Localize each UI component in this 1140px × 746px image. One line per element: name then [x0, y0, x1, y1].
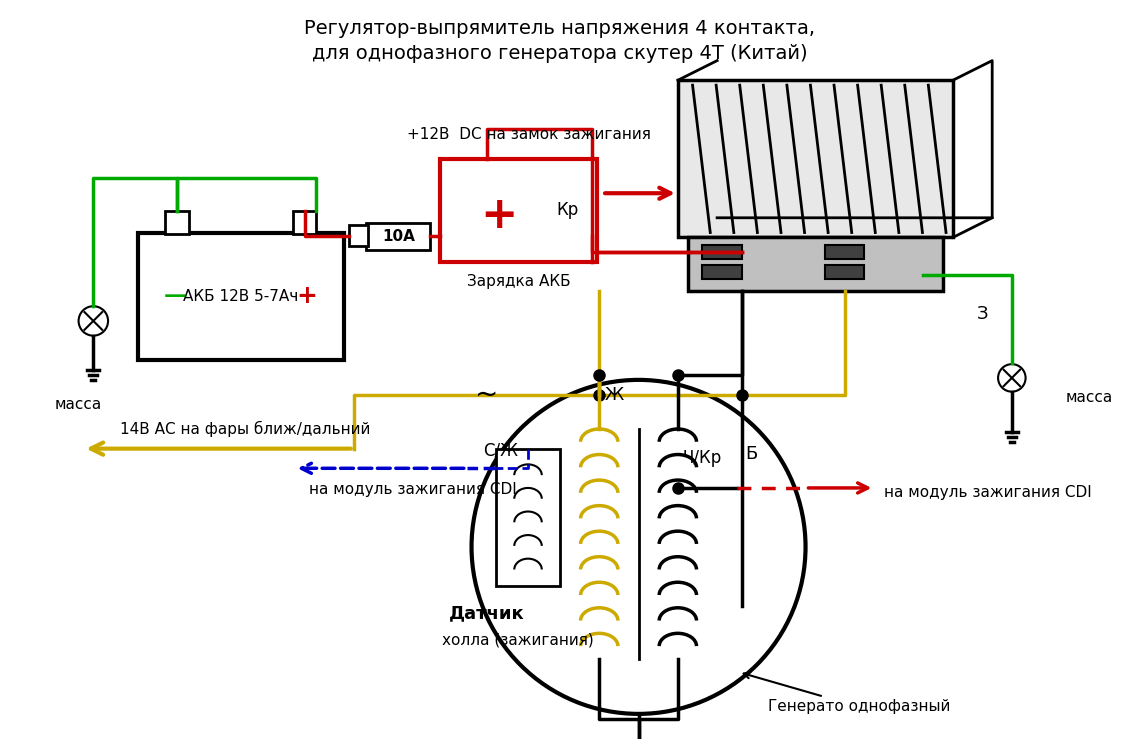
FancyBboxPatch shape	[687, 237, 943, 292]
FancyBboxPatch shape	[293, 211, 316, 234]
FancyBboxPatch shape	[496, 448, 560, 586]
Text: З: З	[977, 305, 988, 323]
Text: Б: Б	[746, 445, 758, 463]
FancyBboxPatch shape	[165, 211, 188, 234]
Text: холла (зажигания): холла (зажигания)	[442, 633, 594, 648]
FancyBboxPatch shape	[440, 159, 597, 262]
FancyBboxPatch shape	[825, 265, 864, 279]
FancyBboxPatch shape	[702, 245, 742, 259]
Text: +: +	[480, 194, 518, 236]
Text: ~: ~	[474, 380, 498, 409]
Text: Зарядка АКБ: Зарядка АКБ	[467, 274, 570, 289]
Text: масса: масса	[55, 397, 103, 412]
Text: Регулятор-выпрямитель напряжения 4 контакта,: Регулятор-выпрямитель напряжения 4 конта…	[304, 19, 815, 38]
Text: +12В  DC на замок зажигания: +12В DC на замок зажигания	[407, 127, 651, 142]
FancyBboxPatch shape	[349, 225, 368, 246]
Text: масса: масса	[1066, 390, 1113, 405]
Text: на модуль зажигания CDI: на модуль зажигания CDI	[309, 483, 516, 498]
FancyBboxPatch shape	[702, 265, 742, 279]
Text: Ж: Ж	[604, 386, 624, 404]
FancyBboxPatch shape	[138, 233, 344, 360]
Text: Кр: Кр	[556, 201, 579, 219]
Text: Датчик: Датчик	[448, 605, 524, 623]
Text: Ч/Кр: Ч/Кр	[683, 450, 722, 468]
Text: 14В АС на фары ближ/дальний: 14В АС на фары ближ/дальний	[121, 421, 370, 437]
Text: 10А: 10А	[382, 229, 415, 244]
Text: Генерато однофазный: Генерато однофазный	[743, 672, 951, 715]
Text: С/Ж: С/Ж	[483, 442, 519, 460]
Text: для однофазного генератора скутер 4Т (Китай): для однофазного генератора скутер 4Т (Ки…	[312, 44, 808, 63]
Text: +: +	[296, 284, 317, 308]
FancyBboxPatch shape	[825, 245, 864, 259]
Text: на модуль зажигания CDI: на модуль зажигания CDI	[885, 486, 1092, 501]
FancyBboxPatch shape	[678, 81, 953, 237]
Text: —: —	[164, 286, 186, 307]
Text: АКБ 12В 5-7Ач: АКБ 12В 5-7Ач	[184, 289, 299, 304]
FancyBboxPatch shape	[366, 223, 430, 250]
